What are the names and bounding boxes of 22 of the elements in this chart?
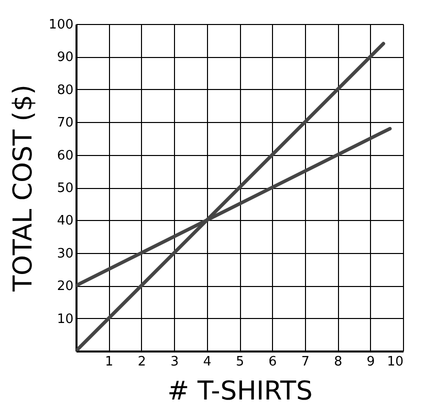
x-tick-label: 4 bbox=[203, 354, 212, 370]
x-tick-label: 2 bbox=[138, 354, 146, 370]
y-tick-label: 70 bbox=[56, 116, 74, 131]
y-tick-label: 100 bbox=[48, 18, 74, 32]
x-tick-label: 10 bbox=[386, 354, 404, 370]
y-tick-label: 50 bbox=[56, 181, 74, 196]
x-tick-label: 7 bbox=[301, 354, 310, 370]
x-tick-label: 8 bbox=[334, 354, 342, 370]
y-tick-label: 40 bbox=[56, 214, 74, 229]
y-tick-label: 60 bbox=[56, 148, 74, 164]
y-axis-title: TOTAL COST ($) bbox=[8, 84, 39, 292]
y-tick-label: 30 bbox=[56, 246, 74, 262]
x-tick-label: 3 bbox=[170, 354, 179, 370]
x-axis-title: # T-SHIRTS bbox=[167, 376, 313, 406]
y-tick-label: 20 bbox=[56, 279, 74, 294]
y-tick-label: 90 bbox=[56, 50, 74, 66]
y-tick-label: 80 bbox=[56, 82, 74, 98]
x-tick-label: 6 bbox=[268, 354, 277, 370]
x-tick-label: 9 bbox=[366, 354, 375, 370]
x-tick-label: 1 bbox=[105, 354, 114, 370]
x-tick-label: 5 bbox=[236, 354, 244, 370]
y-tick-label: 10 bbox=[56, 312, 74, 327]
